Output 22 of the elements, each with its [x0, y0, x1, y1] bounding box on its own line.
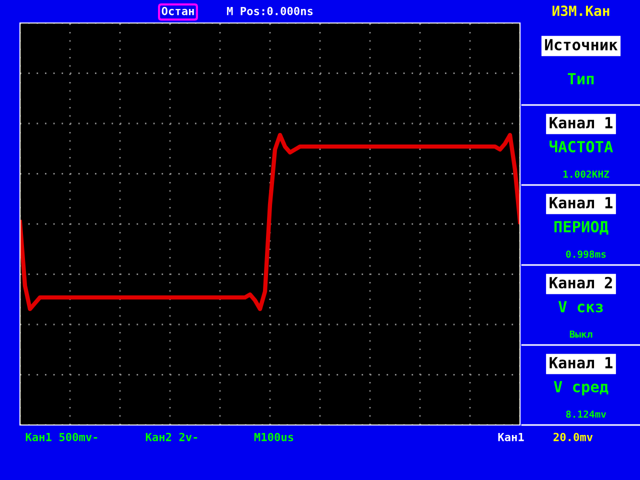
text: Кан1: [498, 432, 524, 442]
text: V скз: [558, 301, 603, 312]
text: 8.124mv: [566, 410, 606, 418]
text: 20.0mv: [554, 432, 593, 442]
text: V сред: [554, 381, 608, 396]
text: Кан1 500mv-: [26, 432, 98, 442]
text: 1.002KHZ: [563, 170, 610, 178]
text: ИЗМ.Кан: [552, 6, 610, 16]
text: 0.998ms: [566, 250, 606, 258]
text: Остан: [162, 6, 194, 16]
text: Канал 1: [550, 117, 612, 128]
text: Источник: [545, 39, 618, 50]
text: M100us: [254, 432, 294, 442]
text: Кан2 2v-: [146, 432, 198, 442]
text: Канал 1: [550, 357, 612, 368]
text: Выкл: [570, 330, 592, 338]
text: ЧАСТОТА: [550, 140, 613, 152]
text: Канал 2: [550, 276, 612, 288]
text: M Pos:0.000ns: [226, 6, 313, 16]
text: Тип: [568, 73, 594, 84]
text: Канал 1: [550, 197, 612, 208]
text: ПЕРИОД: [554, 220, 608, 235]
